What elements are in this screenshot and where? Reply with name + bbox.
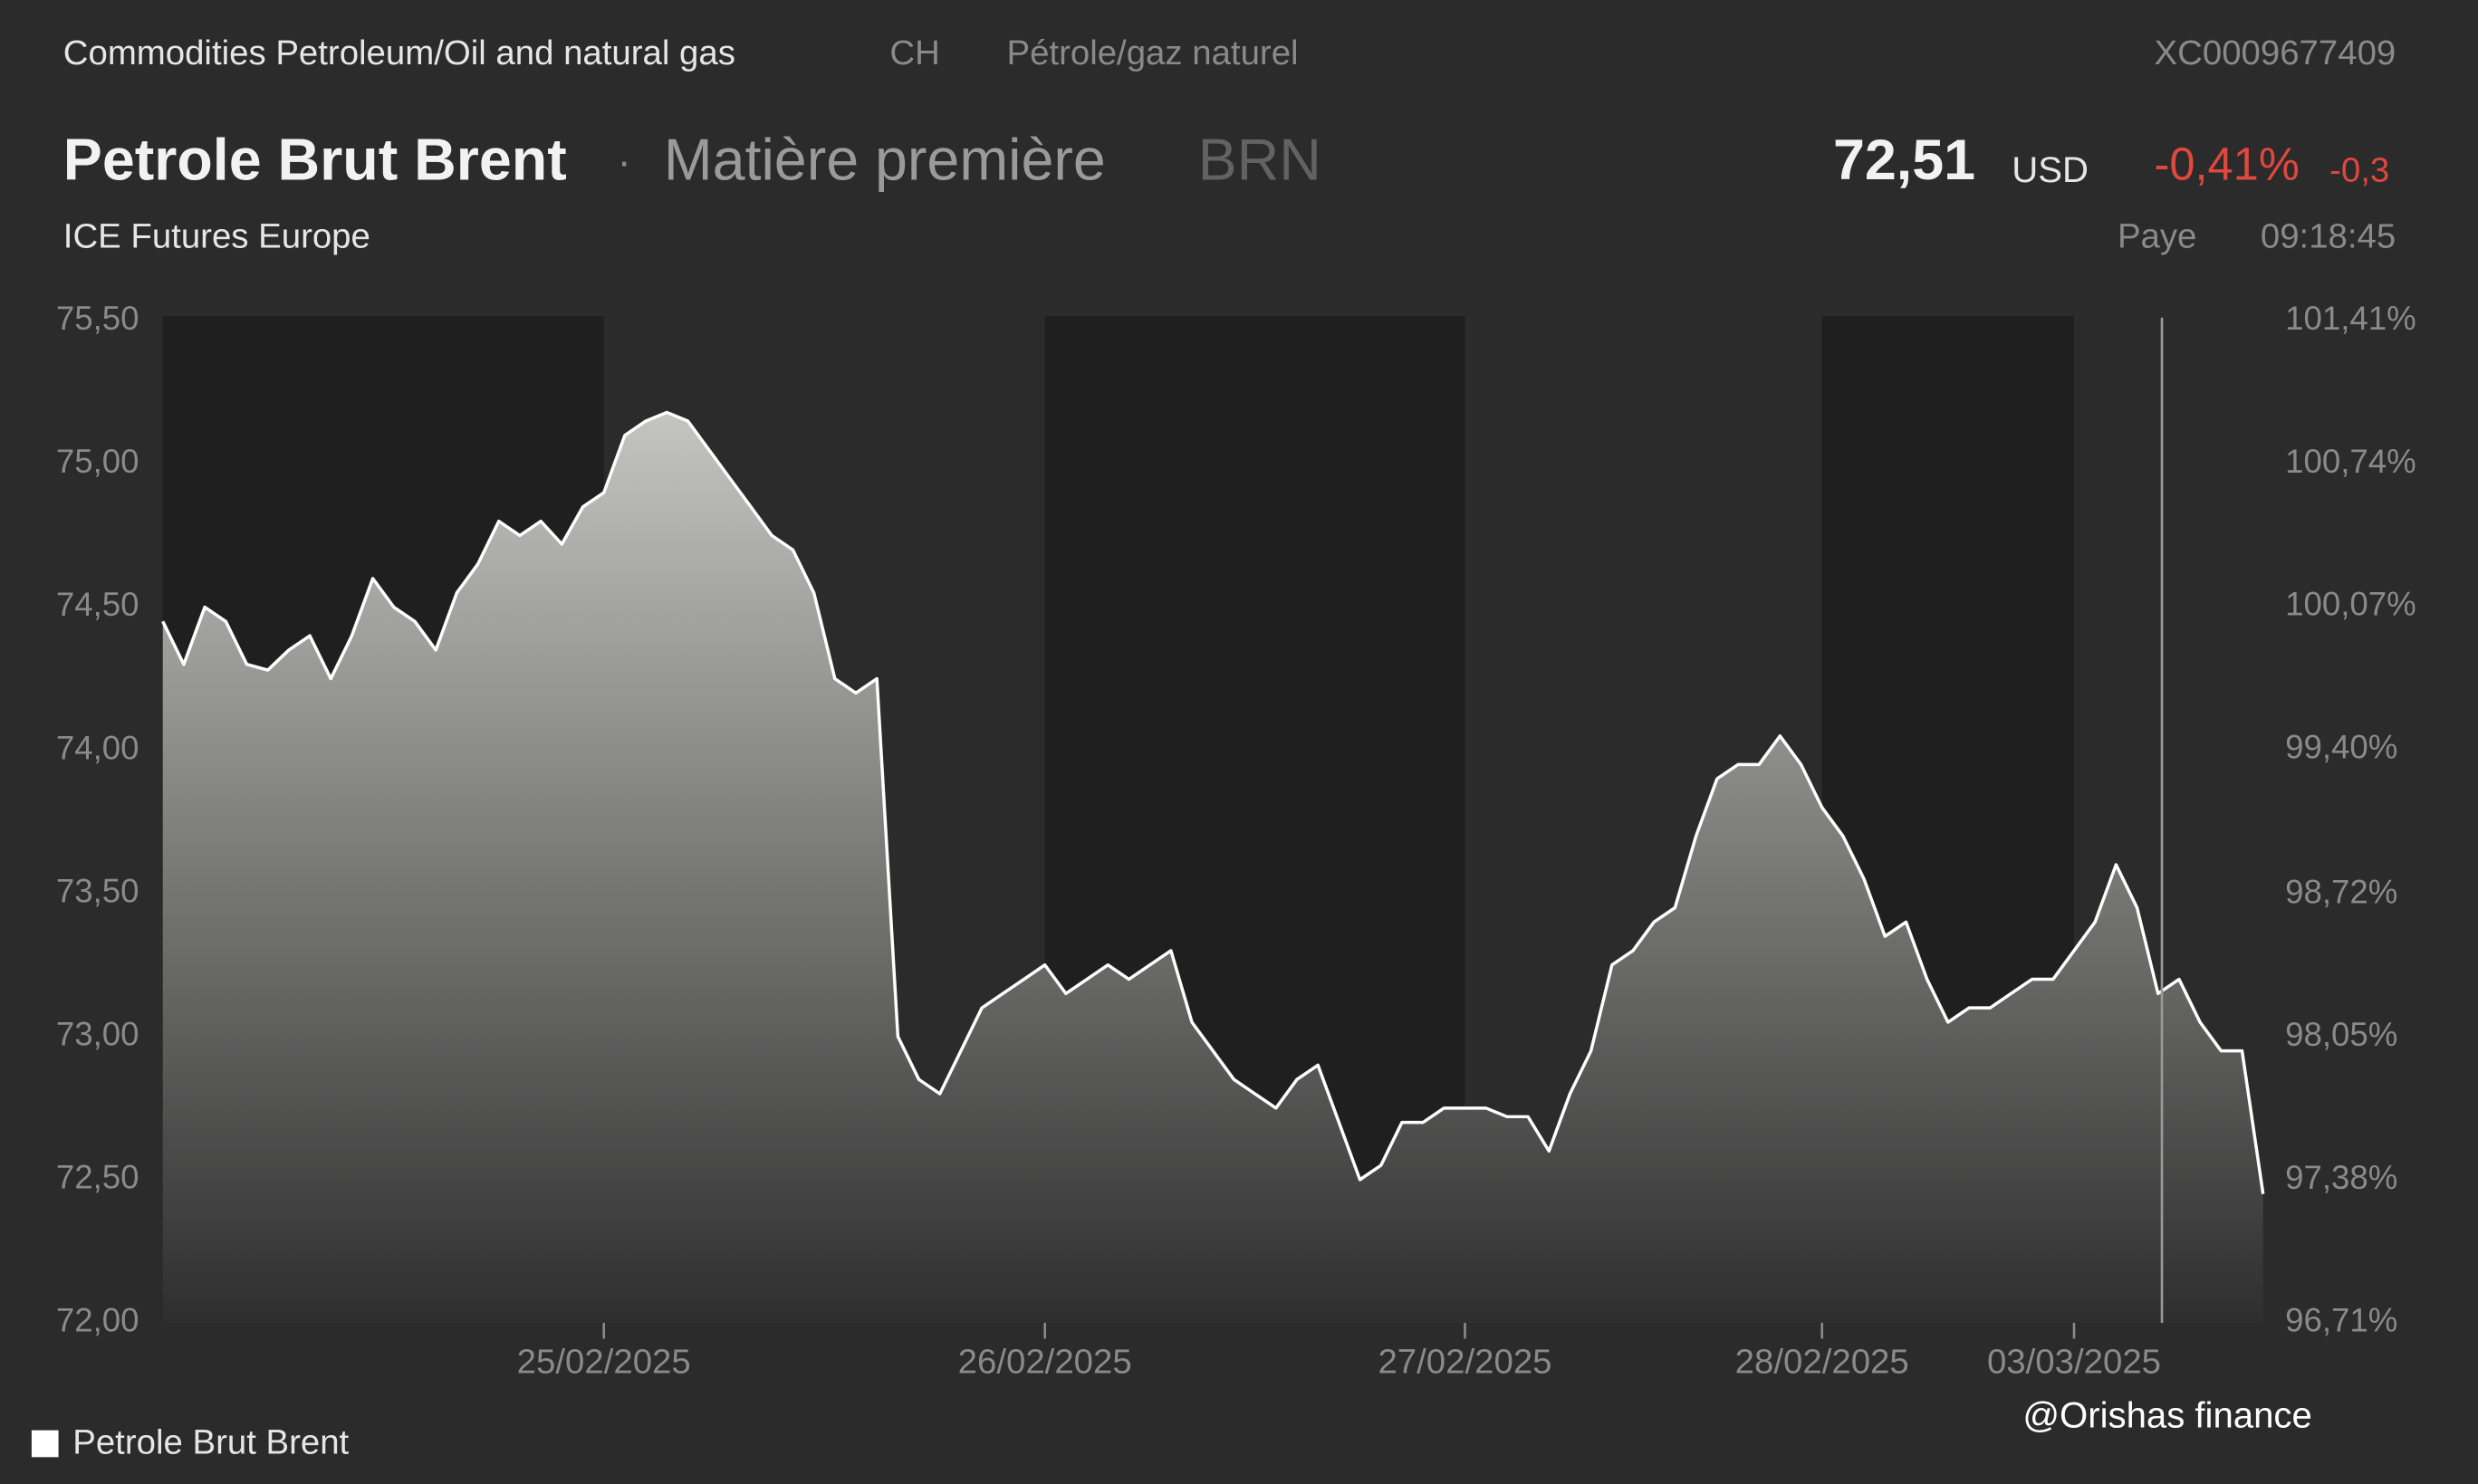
- price: 72,51: [1833, 129, 1975, 192]
- y2-tick-label: 98,05%: [2285, 1016, 2397, 1053]
- x-tick-label: 26/02/2025: [958, 1342, 1132, 1381]
- breadcrumb: Commodities Petroleum/Oil and natural ga…: [63, 34, 735, 72]
- x-tick-label: 27/02/2025: [1378, 1342, 1551, 1381]
- price-line: [161, 410, 2265, 1194]
- symbol: BRN: [1198, 128, 1321, 193]
- watermark: @Orishas finance: [2022, 1394, 2311, 1435]
- y-tick-label: 73,50: [56, 872, 139, 909]
- y-tick-label: 74,50: [56, 586, 139, 623]
- change-percent: -0,41%: [2154, 138, 2299, 189]
- y-tick-label: 75,00: [56, 443, 139, 480]
- y-tick-label: 72,50: [56, 1159, 139, 1196]
- sector: Pétrole/gaz naturel: [1007, 34, 1299, 72]
- y-tick-label: 74,00: [56, 729, 139, 766]
- separator: ·: [618, 139, 631, 185]
- country: CH: [889, 34, 939, 72]
- y2-tick-label: 98,72%: [2285, 873, 2397, 910]
- x-tick-label: 28/02/2025: [1735, 1342, 1909, 1381]
- time: 09:18:45: [2261, 217, 2396, 256]
- area-fill: [162, 412, 2263, 1323]
- y2-tick-label: 96,71%: [2285, 1302, 2397, 1339]
- currency: USD: [2012, 149, 2089, 190]
- legend-swatch: [31, 1430, 59, 1458]
- y-tick-label: 73,00: [56, 1015, 139, 1052]
- y2-tick-label: 99,40%: [2285, 728, 2397, 765]
- y2-tick-label: 100,07%: [2285, 586, 2416, 623]
- x-tick-label: 25/02/2025: [517, 1342, 691, 1381]
- market-status: Paye: [2118, 217, 2196, 256]
- y-tick-label: 72,00: [56, 1302, 139, 1339]
- asset-class: Matière première: [664, 128, 1106, 193]
- y2-tick-label: 101,41%: [2285, 300, 2416, 337]
- x-tick-label: 03/03/2025: [1987, 1342, 2161, 1381]
- isin: XC0009677409: [2155, 34, 2396, 72]
- change-absolute: -0,3: [2329, 150, 2389, 189]
- exchange: ICE Futures Europe: [63, 217, 370, 256]
- y2-tick-label: 100,74%: [2285, 443, 2416, 480]
- instrument-name: Petrole Brut Brent: [63, 128, 567, 193]
- legend-label[interactable]: Petrole Brut Brent: [72, 1422, 349, 1461]
- y2-tick-label: 97,38%: [2285, 1159, 2397, 1196]
- y-tick-label: 75,50: [56, 300, 139, 337]
